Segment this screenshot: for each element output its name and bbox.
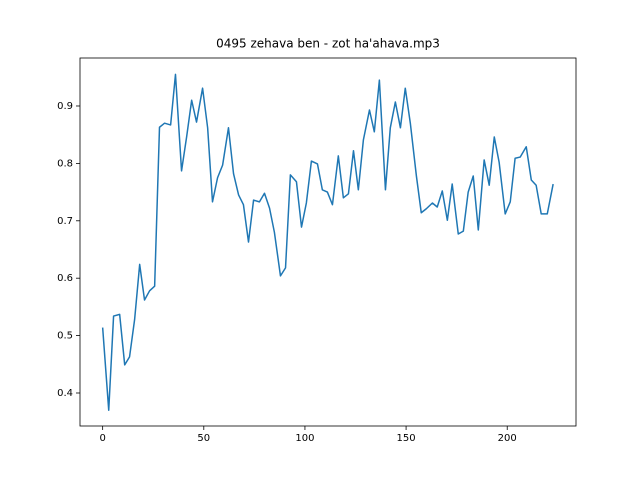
y-tick-label: 0.6 (57, 273, 73, 284)
chart-title: 0495 zehava ben - zot ha'ahava.mp3 (216, 37, 440, 51)
x-tick-label: 200 (498, 433, 517, 444)
x-tick-label: 0 (99, 433, 105, 444)
y-tick-label: 0.8 (57, 158, 73, 169)
y-tick-label: 0.4 (57, 388, 73, 399)
y-tick-label: 0.9 (57, 101, 73, 112)
y-tick-label: 0.7 (57, 216, 73, 227)
plot-frame (79, 57, 577, 427)
line-series (101, 73, 554, 411)
y-tick-label: 0.5 (57, 331, 73, 342)
x-tick-label: 100 (295, 433, 314, 444)
x-tick-label: 150 (397, 433, 416, 444)
x-tick-label: 50 (197, 433, 210, 444)
